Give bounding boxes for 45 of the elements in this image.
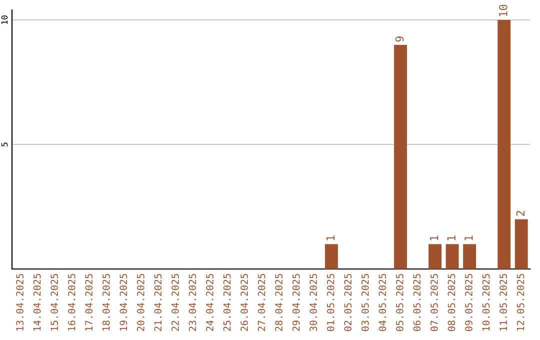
- bar: [428, 244, 442, 269]
- y-tick-label: 5: [1, 142, 8, 146]
- x-tick-label: 05.05.2025: [396, 274, 404, 332]
- data-label: 1: [464, 236, 473, 240]
- x-tick-label: 27.04.2025: [258, 274, 266, 331]
- x-tick-label: 26.04.2025: [240, 274, 248, 331]
- x-tick-label: 01.05.2025: [326, 274, 334, 332]
- bar: [324, 244, 338, 269]
- bar: [446, 244, 459, 269]
- x-tick-label: 10.05.2025: [482, 274, 490, 331]
- x-tick-label: 20.04.2025: [136, 274, 144, 331]
- data-label: 1: [326, 236, 335, 240]
- x-tick-label: 07.05.2025: [430, 274, 438, 332]
- data-label: 10: [498, 4, 508, 16]
- data-label: 2: [516, 210, 524, 216]
- x-tick-label: 21.04.2025: [154, 274, 162, 331]
- x-tick-label: 09.05.2025: [465, 274, 472, 332]
- x-tick-label: 03.05.2025: [361, 274, 369, 332]
- x-tick-label: 12.05.2025: [516, 274, 524, 331]
- x-tick-label: 17.04.2025: [85, 274, 93, 331]
- x-tick-label: 22.04.2025: [172, 274, 179, 331]
- x-tick-label: 16.04.2025: [68, 274, 76, 331]
- x-tick-label: 04.05.2025: [378, 274, 386, 332]
- x-tick-label: 15.04.2025: [50, 274, 58, 331]
- data-label: 1: [430, 236, 438, 240]
- x-tick-label: 24.04.2025: [206, 274, 214, 331]
- x-tick-label: 18.04.2025: [102, 274, 110, 331]
- bar: [463, 244, 476, 269]
- bar: [514, 219, 528, 269]
- x-tick-label: 13.04.2025: [16, 274, 24, 331]
- data-label: 1: [447, 236, 456, 240]
- x-tick-label: 06.05.2025: [413, 274, 421, 332]
- x-tick-label: 19.04.2025: [120, 274, 128, 331]
- x-tick-label: 08.05.2025: [448, 274, 456, 332]
- bar: [498, 20, 511, 269]
- x-tick-label: 30.04.2025: [310, 274, 318, 332]
- x-tick-label: 02.05.2025: [344, 274, 352, 332]
- bar: [394, 44, 407, 269]
- x-tick-label: 23.04.2025: [188, 274, 196, 331]
- x-tick-label: 11.05.2025: [500, 274, 507, 331]
- x-tick-label: 29.04.2025: [292, 274, 300, 331]
- x-tick-label: 28.04.2025: [275, 274, 282, 331]
- data-label: 9: [395, 36, 404, 42]
- x-tick-label: 14.04.2025: [33, 274, 41, 331]
- x-tick-label: 25.04.2025: [223, 274, 231, 331]
